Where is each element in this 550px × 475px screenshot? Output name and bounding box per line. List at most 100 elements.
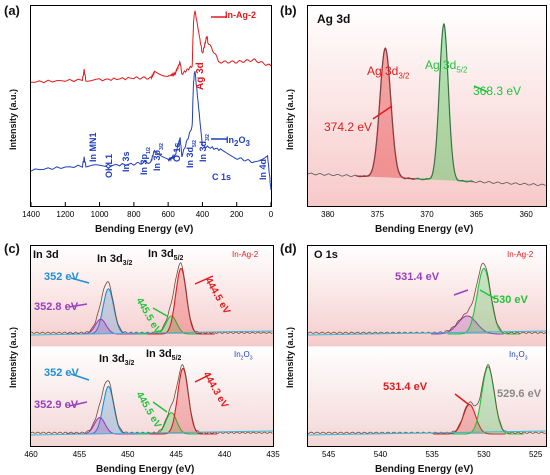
c-sp1-peak-line-2 xyxy=(138,412,206,435)
d-sp1-peak-line-1 xyxy=(451,366,525,435)
c-sp0-peak-fill-3 xyxy=(147,268,215,334)
panel-b-label: (b) xyxy=(280,3,297,18)
c-sp1-peak-fill-1 xyxy=(66,417,134,434)
legend-a-blue-sub: 2 xyxy=(234,138,239,148)
c-sp1-peak-fill-3 xyxy=(149,368,217,434)
xlabel-c: Bending Energy (eV) xyxy=(96,464,195,475)
c-arrow-bot-3529 xyxy=(68,401,88,407)
c-top-3528: 352.8 eV xyxy=(34,301,79,313)
a-series-InAg2 xyxy=(30,10,272,84)
label-okl1: OKL1 xyxy=(104,153,114,178)
panel-a-label: (a) xyxy=(4,3,20,18)
b-xtick-label-1: 375 xyxy=(371,210,385,219)
chart-c-svg: 460 455 450 445 440 435 xyxy=(24,246,280,459)
c-sp1-peak-fill-2 xyxy=(138,412,206,434)
d-sp1-peak-line-0 xyxy=(433,403,506,435)
c-sp0-peak-fill-1 xyxy=(67,319,135,334)
legend-a-blue-tail: O xyxy=(238,135,246,145)
d-bot-label-main: In xyxy=(509,350,516,359)
d-xtick-label-4: 525 xyxy=(529,450,543,459)
b-xtick-label-3: 365 xyxy=(470,210,484,219)
d-sp1-baseline xyxy=(307,430,547,436)
b-envelope xyxy=(307,22,546,186)
c-xtick-label-0: 460 xyxy=(24,450,38,459)
c-sp1-peak-fill-0 xyxy=(75,386,143,434)
legend-a-blue-sub2: 3 xyxy=(245,138,250,148)
title-d: O 1s xyxy=(314,249,338,261)
d-xtick-label-1: 540 xyxy=(374,450,388,459)
d-top-5314: 531.4 eV xyxy=(395,271,440,283)
c-bot-label-main: In xyxy=(234,350,241,359)
c-arrow-bot-352 xyxy=(70,373,90,381)
c-bot-3d32: In 3d3/2 xyxy=(99,353,134,367)
c-top-label: In-Ag-2 xyxy=(232,250,259,259)
d-sp1-peak-fill-1 xyxy=(451,366,525,434)
panel-c-label: (c) xyxy=(4,241,20,256)
label-in3d5-text: In 3d xyxy=(185,146,195,168)
title-b: Ag 3d xyxy=(317,12,351,26)
label-in3p1-sub: 1/2 xyxy=(145,147,152,154)
a-xtick-label-2: 1000 xyxy=(91,210,109,219)
a-series-In2O3 xyxy=(30,71,272,191)
a-xtick-label-1: 1200 xyxy=(56,210,74,219)
legend-a-blue-text: In xyxy=(226,135,234,145)
panel-d: (d) 545 540 535 530 525 O 1s In-Ag-2 In2O3 5… xyxy=(275,238,550,475)
label-in3p3: In 3p3/2 xyxy=(152,143,165,171)
label-in3s: In 3s xyxy=(121,151,131,172)
c-xtick-label-4: 440 xyxy=(218,450,232,459)
d-arrow-top-5314 xyxy=(453,289,469,296)
c-top-3d52: In 3d5/2 xyxy=(148,248,183,262)
plot-b: 380 375 370 365 360 xyxy=(307,5,547,219)
c-arrow-top-4455 xyxy=(152,307,168,317)
label-in3p3-sub: 3/2 xyxy=(158,143,165,150)
c-top-3d32-text: In 3d xyxy=(97,253,123,265)
chart-a-svg: 1400 1200 1000 800 600 400 200 0 xyxy=(22,10,274,219)
c-bg-top xyxy=(31,246,273,346)
d-bot-label-tail: O xyxy=(518,350,525,359)
d-bot-5296: 529.6 eV xyxy=(497,388,542,400)
b-arrow-green xyxy=(473,85,489,93)
d-top-530: 530 eV xyxy=(493,294,528,306)
d-xtick-label-3: 530 xyxy=(477,450,491,459)
d-arrow-bot-5314 xyxy=(454,393,469,405)
c-xtick-label-5: 435 xyxy=(266,450,280,459)
label-368: 368.3 eV xyxy=(473,84,522,98)
label-in3d5-sub: 5/2 xyxy=(191,140,198,147)
label-in3p3-text: In 3p xyxy=(152,149,162,171)
label-ag3d: Ag 3d xyxy=(195,62,206,90)
c-bot-3d52-text: In 3d xyxy=(146,348,172,360)
d-bot-label-sub2: 3 xyxy=(524,355,528,362)
d-bg-bot xyxy=(308,346,546,446)
b-xtick-label-0: 380 xyxy=(321,210,335,219)
d-bot-label: In2O3 xyxy=(509,350,527,362)
ylabel-b: Intensity (a.u.) xyxy=(285,88,295,150)
xlabel-a: Bending Energy (eV) xyxy=(95,224,194,235)
panel-a: (a) 1400 1200 1000 800 600 400 200 0 In-Ag-2 In… xyxy=(0,0,275,238)
c-arrow-bot-4443 xyxy=(194,373,212,383)
c-top-3d52-text: In 3d xyxy=(148,248,174,260)
label-inmn1: In MN1 xyxy=(88,132,98,162)
label-in4d: In 4d xyxy=(258,158,268,180)
c-arrow-top-3528 xyxy=(68,303,88,308)
c-sp0-peak-fill-2 xyxy=(138,316,206,334)
a-xtick-label-7: 0 xyxy=(269,210,274,219)
c-arrow-bot-4455 xyxy=(152,401,168,413)
d-sp1-peak-fill-0 xyxy=(433,404,506,434)
b-xtick-label-2: 370 xyxy=(420,210,434,219)
ylabel-a: Intensity (a.u.) xyxy=(8,88,18,150)
label-in3d3-text: In 3d xyxy=(198,140,208,162)
label-ag3d52: Ag 3d5/2 xyxy=(425,58,467,74)
c-arrow-top-352 xyxy=(70,277,90,284)
c-top-3d32: In 3d3/2 xyxy=(97,253,132,267)
panel-d-label: (d) xyxy=(280,241,297,256)
a-xtick-label-3: 800 xyxy=(127,210,141,219)
c-bot-352: 352 eV xyxy=(44,367,79,379)
b-background xyxy=(308,6,546,206)
d-bg-top xyxy=(308,246,546,346)
d-bot-5314: 531.4 eV xyxy=(383,381,428,393)
label-in3p1-text: In 3p xyxy=(139,153,149,175)
panel-b: (b) 380 375 370 365 360 Ag 3d Ag 3d3/2 Ag 3d… xyxy=(275,0,550,238)
label-ag3d32: Ag 3d3/2 xyxy=(367,64,409,80)
d-arrow-top-530 xyxy=(479,289,495,299)
plot-c: 460 455 450 445 440 435 xyxy=(24,245,280,459)
